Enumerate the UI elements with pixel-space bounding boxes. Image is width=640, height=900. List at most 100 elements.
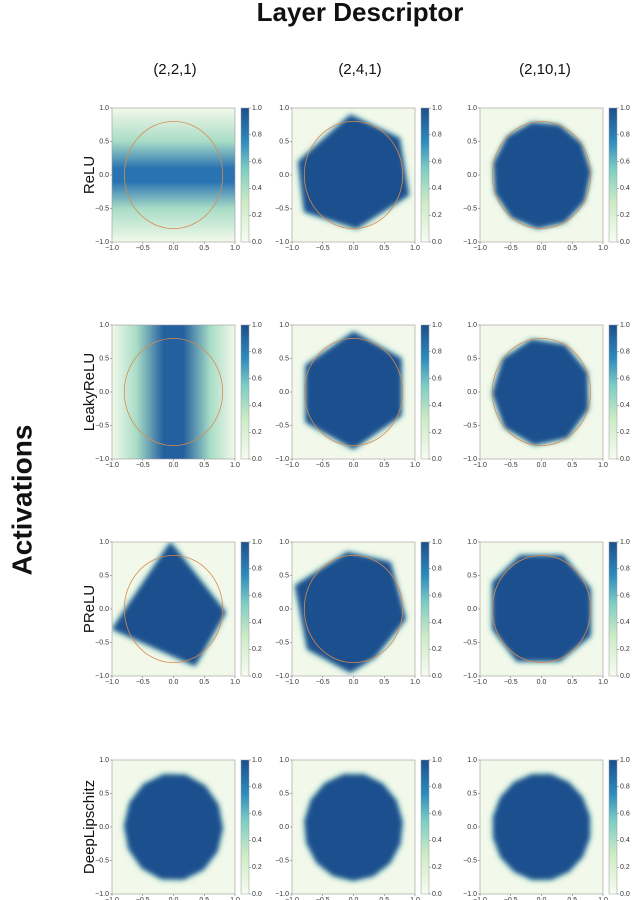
colorbar-tick-label: 0.4 xyxy=(252,402,262,409)
y-tick-label: 0.5 xyxy=(99,572,109,579)
x-tick-label: −0.5 xyxy=(316,245,330,252)
colorbar-tick-label: 0.2 xyxy=(620,212,630,219)
x-tick-label: −0.5 xyxy=(316,679,330,686)
column-label: (2,10,1) xyxy=(519,61,571,78)
y-tick-label: −1.0 xyxy=(275,239,289,246)
x-tick-label: 0.0 xyxy=(349,679,359,686)
y-tick-label: 0.0 xyxy=(467,389,477,396)
x-tick-label: −1.0 xyxy=(105,462,119,469)
colorbar-tick-label: 0.0 xyxy=(432,673,442,680)
y-tick-label: 0.5 xyxy=(467,355,477,362)
boundary-circle xyxy=(303,555,404,664)
colorbar-tick-label: 1.0 xyxy=(620,322,630,329)
x-tick-label: 1.0 xyxy=(230,245,240,252)
y-tick-label: −1.0 xyxy=(463,456,477,463)
y-tick-label: −1.0 xyxy=(95,673,109,680)
x-tick-label: −1.0 xyxy=(285,679,299,686)
colorbar-tick-label: 0.8 xyxy=(252,784,262,791)
colorbar-tick-label: 0.8 xyxy=(620,566,630,573)
column-label: (2,2,1) xyxy=(153,61,196,78)
colorbar-tick-label: 0.2 xyxy=(432,646,442,653)
colorbar-tick-label: 0.2 xyxy=(252,646,262,653)
y-tick-label: −0.5 xyxy=(275,857,289,864)
colorbar xyxy=(420,107,430,243)
y-tick-label: −1.0 xyxy=(95,456,109,463)
colorbar-tick-label: 0.6 xyxy=(620,158,630,165)
colorbar-tick-label: 0.8 xyxy=(620,349,630,356)
x-tick-label: 0.5 xyxy=(567,679,577,686)
x-tick-label: 0.0 xyxy=(169,679,179,686)
heatmap-area xyxy=(112,325,235,459)
y-tick-label: 0.5 xyxy=(279,355,289,362)
x-tick-label: 1.0 xyxy=(410,245,420,252)
x-tick-label: 1.0 xyxy=(598,462,608,469)
colorbar-tick-label: 0.0 xyxy=(252,673,262,680)
region xyxy=(493,122,591,229)
x-tick-label: 0.0 xyxy=(537,897,547,900)
colorbar-tick-label: 0.8 xyxy=(432,132,442,139)
y-tick-label: −0.5 xyxy=(463,205,477,212)
colorbar xyxy=(608,324,618,460)
y-tick-label: 0.0 xyxy=(279,172,289,179)
x-tick-label: −0.5 xyxy=(136,462,150,469)
y-tick-label: 1.0 xyxy=(99,757,109,764)
heatmap-area xyxy=(292,325,415,459)
region xyxy=(305,331,402,449)
heatmap: −1.0 −0.5 0.0 0.5 1.0 −1.0 −0.5 0.0 0.5 1.0 0.0 0.2… xyxy=(275,757,442,900)
colorbar-tick-label: 0.8 xyxy=(432,784,442,791)
colorbar-tick-label: 1.0 xyxy=(432,757,442,764)
colorbar-tick-label: 0.0 xyxy=(620,239,630,246)
heatmap: −1.0 −0.5 0.0 0.5 1.0 −1.0 −0.5 0.0 0.5 1.0 0.0 0.2… xyxy=(95,539,262,686)
y-tick-label: 0.5 xyxy=(467,138,477,145)
colorbar-tick-label: 0.6 xyxy=(620,810,630,817)
y-tick-label: −1.0 xyxy=(463,891,477,898)
colorbar-tick-label: 1.0 xyxy=(252,322,262,329)
colorbar-tick-label: 0.0 xyxy=(432,456,442,463)
x-tick-label: −1.0 xyxy=(473,679,487,686)
x-tick-label: 1.0 xyxy=(598,897,608,900)
heatmap-area xyxy=(480,760,603,894)
colorbar-tick-label: 0.4 xyxy=(620,185,630,192)
heatmap-area xyxy=(292,760,415,894)
x-tick-label: 1.0 xyxy=(598,245,608,252)
y-tick-label: 0.0 xyxy=(99,389,109,396)
region xyxy=(124,774,223,880)
colorbar-tick-label: 0.6 xyxy=(432,375,442,382)
colorbar-tick-label: 1.0 xyxy=(432,322,442,329)
x-tick-label: 1.0 xyxy=(410,679,420,686)
colorbar xyxy=(240,324,250,460)
y-tick-label: 0.0 xyxy=(467,172,477,179)
x-tick-label: −0.5 xyxy=(316,462,330,469)
y-tick-label: 0.0 xyxy=(467,606,477,613)
y-tick-label: 0.0 xyxy=(279,389,289,396)
heatmap-area xyxy=(480,108,603,242)
x-tick-label: −1.0 xyxy=(285,897,299,900)
x-tick-label: −1.0 xyxy=(105,897,119,900)
x-tick-label: 0.0 xyxy=(537,245,547,252)
colorbar xyxy=(240,541,250,677)
colorbar-tick-label: 1.0 xyxy=(620,757,630,764)
x-tick-label: 0.0 xyxy=(349,462,359,469)
boundary-circle xyxy=(491,555,592,664)
x-tick-label: −1.0 xyxy=(473,462,487,469)
y-tick-label: 0.0 xyxy=(99,606,109,613)
y-tick-label: 1.0 xyxy=(99,322,109,329)
colorbar-tick-label: 0.4 xyxy=(252,185,262,192)
x-tick-label: −1.0 xyxy=(105,245,119,252)
colorbar xyxy=(240,759,250,895)
x-tick-label: 0.0 xyxy=(349,245,359,252)
colorbar-tick-label: 0.2 xyxy=(620,864,630,871)
boundary-circle xyxy=(123,337,224,446)
colorbar-tick-label: 1.0 xyxy=(252,105,262,112)
colorbar-tick-label: 1.0 xyxy=(432,105,442,112)
region xyxy=(492,339,589,446)
y-tick-label: −0.5 xyxy=(275,205,289,212)
colorbar-tick-label: 0.0 xyxy=(252,456,262,463)
x-tick-label: 0.0 xyxy=(169,245,179,252)
y-tick-label: −0.5 xyxy=(95,205,109,212)
colorbar-tick-label: 0.6 xyxy=(252,158,262,165)
colorbar-tick-label: 0.8 xyxy=(252,349,262,356)
x-tick-label: −1.0 xyxy=(285,245,299,252)
y-tick-label: 0.5 xyxy=(467,572,477,579)
colorbar xyxy=(420,541,430,677)
